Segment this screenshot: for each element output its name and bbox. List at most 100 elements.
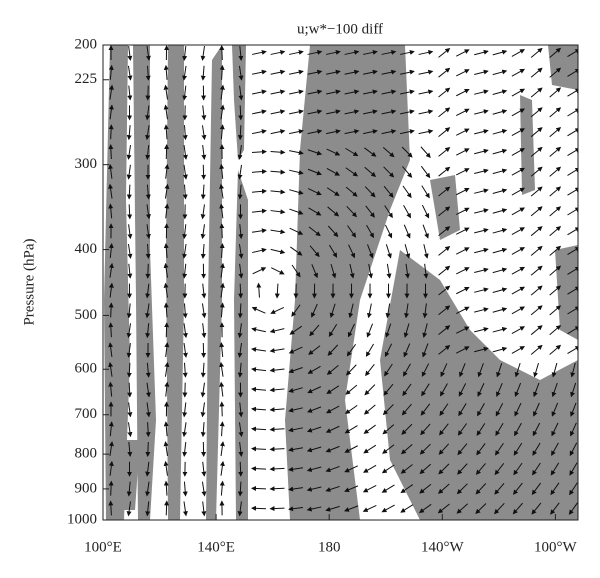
vector-arrow [184, 165, 186, 179]
vector-arrow [184, 442, 186, 456]
vector-arrow [531, 286, 542, 295]
x-tick-label: 140°W [421, 539, 464, 555]
x-tick-label: 140°E [197, 539, 235, 555]
vector-arrow [240, 284, 241, 298]
vector-arrow [364, 485, 376, 491]
vector-arrow [493, 111, 506, 115]
vector-arrow [386, 244, 390, 257]
vector-arrow [439, 148, 450, 157]
vector-arrow [203, 46, 205, 60]
vector-arrow [184, 125, 185, 139]
vector-arrow [252, 389, 266, 390]
vector-arrow [129, 383, 130, 397]
vector-arrow [202, 125, 204, 139]
vector-arrow [419, 111, 433, 114]
vector-arrow [531, 108, 542, 117]
vector-arrow [166, 422, 167, 436]
vector-arrow [271, 249, 285, 252]
vector-arrow [271, 131, 285, 134]
vector-arrow [271, 152, 285, 153]
y-tick-label: 600 [75, 361, 98, 377]
vector-arrow [456, 149, 468, 155]
vector-arrow [382, 505, 394, 512]
vector-arrow [456, 188, 468, 194]
vector-arrow [419, 71, 433, 74]
y-tick-label: 400 [75, 241, 98, 257]
vector-arrow [252, 52, 266, 55]
vector-arrow [531, 306, 542, 315]
vector-arrow [271, 369, 285, 371]
vector-arrow [252, 449, 266, 450]
vector-arrow [493, 71, 506, 75]
vector-arrow [493, 269, 506, 273]
vector-arrow [166, 105, 168, 119]
vector-arrow [166, 482, 167, 496]
vector-arrow [383, 465, 395, 473]
y-tick-label: 200 [75, 36, 98, 52]
vector-arrow [203, 323, 205, 337]
vector-arrow [203, 422, 204, 436]
vector-arrow [422, 205, 428, 218]
vector-arrow [166, 86, 168, 100]
vector-arrow [367, 324, 372, 337]
y-tick-label: 1000 [67, 511, 97, 527]
y-axis-label: Pressure (hPa) [21, 238, 37, 325]
vector-arrow [203, 66, 204, 80]
vector-arrow [253, 268, 266, 274]
vector-arrow [493, 91, 506, 95]
vector-arrow [129, 125, 130, 139]
vector-arrow [289, 111, 303, 114]
vector-arrow [271, 389, 285, 390]
vector-arrow [512, 89, 524, 96]
vector-arrow [512, 69, 524, 76]
vector-arrow [271, 307, 284, 313]
chart-title: u;w*−100 diff [297, 21, 383, 37]
vector-arrow [289, 131, 303, 134]
vector-arrow [184, 323, 186, 337]
y-tick-label: 900 [75, 480, 98, 496]
vector-arrow [184, 363, 185, 377]
vector-arrow [203, 501, 205, 515]
vector-arrow [252, 171, 266, 172]
vector-arrow [512, 287, 524, 294]
vector-arrow [423, 225, 428, 238]
vector-arrow [531, 88, 542, 97]
vector-arrow [128, 422, 130, 436]
vector-arrow [259, 284, 260, 298]
vector-arrow [364, 425, 375, 433]
vector-arrow [531, 346, 542, 355]
vector-arrow [271, 268, 284, 274]
vector-arrow [531, 266, 542, 275]
vector-arrow [421, 166, 429, 177]
vector-arrow [203, 105, 205, 119]
vector-arrow [439, 49, 450, 58]
vector-arrow [439, 128, 450, 137]
vector-arrow [493, 190, 506, 194]
vector-arrow [271, 171, 285, 172]
vector-arrow [203, 462, 205, 476]
vector-arrow [203, 244, 204, 258]
vector-arrow [289, 71, 303, 74]
vector-arrow [456, 169, 468, 175]
vector-arrow [240, 105, 241, 119]
vector-arrow [439, 247, 450, 256]
vector-arrow [512, 307, 524, 314]
vector-arrow [202, 303, 204, 317]
vector-arrow [271, 329, 285, 332]
vector-arrow [221, 462, 223, 476]
vector-arrow [531, 49, 542, 58]
vector-arrow [474, 150, 488, 153]
x-tick-label: 180 [318, 539, 341, 555]
vector-arrow [184, 244, 186, 258]
vector-arrow [550, 88, 561, 97]
vector-arrow [271, 449, 285, 450]
vector-arrow [184, 501, 186, 515]
vector-arrow [493, 130, 506, 134]
vector-arrow [550, 128, 561, 137]
vector-arrow [474, 269, 488, 272]
vector-arrow [404, 225, 409, 238]
vector-arrow [366, 364, 375, 375]
vector-arrow [252, 131, 266, 134]
vector-arrow [531, 68, 542, 77]
vector-arrow [252, 191, 266, 192]
